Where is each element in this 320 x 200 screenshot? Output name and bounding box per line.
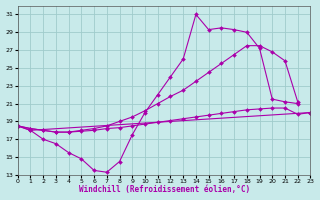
X-axis label: Windchill (Refroidissement éolien,°C): Windchill (Refroidissement éolien,°C) bbox=[78, 185, 250, 194]
